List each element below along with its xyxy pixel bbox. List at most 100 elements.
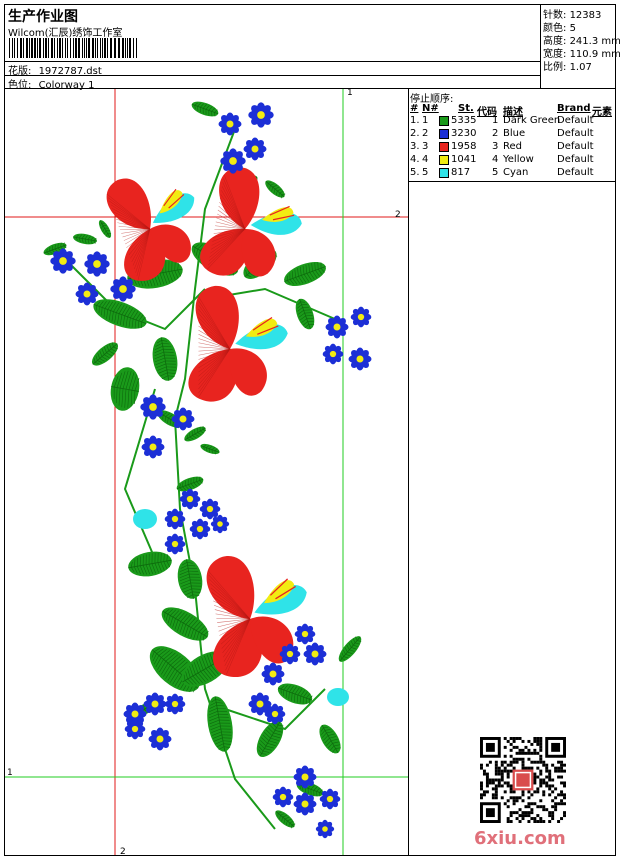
qr-module <box>482 769 486 773</box>
qr-module <box>530 742 534 746</box>
leaf-vein <box>174 261 176 271</box>
blue-flower <box>141 435 165 459</box>
qr-module <box>480 763 483 767</box>
leaf-vein <box>90 239 93 245</box>
leaf-vein <box>183 674 186 681</box>
leaf-vein <box>302 265 305 275</box>
leaf-vein <box>155 342 163 347</box>
qr-module <box>563 796 566 800</box>
stitch-line <box>223 618 251 658</box>
barcode-bar <box>54 38 55 58</box>
leaf-vein <box>110 302 116 311</box>
stat-height: 高度: 241.3 mm <box>543 36 620 47</box>
leaf-vein <box>195 674 203 684</box>
qr-module <box>497 778 501 782</box>
leaf-vein <box>260 740 267 747</box>
leaf-vein <box>198 625 205 633</box>
leaf-vein <box>283 818 286 824</box>
stitch-line <box>211 228 246 246</box>
leaf-vein <box>262 734 270 741</box>
qr-module <box>560 781 564 785</box>
leaf-vein <box>161 375 169 380</box>
leaf-vein <box>174 674 183 687</box>
barcode-bar <box>95 38 96 58</box>
leaf-vein <box>186 435 188 439</box>
qr-module <box>524 811 528 815</box>
colorway: 色位: Colorway 1 <box>8 76 94 91</box>
leaf-vein <box>217 710 227 712</box>
red-flower-top-right <box>200 167 302 277</box>
leaf-vein <box>118 388 121 406</box>
leaf-vein <box>180 564 188 569</box>
qr-module <box>536 751 540 755</box>
leaf-midrib <box>296 783 324 795</box>
stitch-line <box>198 348 231 356</box>
leaf-vein <box>101 348 105 355</box>
barcode-bar <box>136 38 137 58</box>
leaf-vein <box>288 822 290 828</box>
leaf-vein <box>177 661 188 672</box>
leaf-vein <box>190 579 201 581</box>
qr-module <box>554 796 558 800</box>
guide-label-red-bottom: 2 <box>120 847 126 857</box>
stitch-line <box>217 209 246 230</box>
leaf-vein <box>218 713 229 715</box>
stitch-line <box>220 194 246 230</box>
leaf-vein <box>291 824 293 829</box>
leaf <box>265 180 286 199</box>
leaf-vein <box>291 823 296 826</box>
stitch-line <box>215 221 246 230</box>
stitch-line <box>123 228 151 241</box>
leaf-vein <box>96 305 98 311</box>
qr-module <box>506 775 510 779</box>
stat-stitches: 针数: 12383 <box>543 10 602 21</box>
stitch-line <box>214 228 246 230</box>
leaf-vein <box>113 302 119 312</box>
leaf-vein <box>125 316 128 327</box>
leaf-vein <box>189 666 194 677</box>
stat-colors: 颜色: 5 <box>543 23 576 34</box>
leaf-vein <box>46 248 48 253</box>
leaf-vein <box>156 648 164 654</box>
qr-module <box>509 796 513 800</box>
qr-module <box>509 742 513 746</box>
qr-module <box>530 760 534 764</box>
qr-module <box>494 763 498 767</box>
stitch-line <box>198 348 231 390</box>
leaf-vein <box>301 318 307 324</box>
leaf-vein <box>151 563 156 574</box>
leaf <box>319 724 341 754</box>
qr-module <box>533 739 537 743</box>
leaf-vein <box>192 594 200 596</box>
qr-module <box>503 781 507 785</box>
qr-module <box>527 748 531 752</box>
qr-module <box>533 772 537 776</box>
qr-module <box>506 763 510 767</box>
qr-module <box>482 793 486 797</box>
leaf-vein <box>302 697 304 705</box>
leaf-vein <box>106 309 109 319</box>
qr-module <box>539 754 543 758</box>
leaf-vein <box>190 483 195 488</box>
barcode-bar <box>34 38 36 58</box>
leaf-vein <box>344 647 348 653</box>
leaf-vein <box>355 642 360 645</box>
blue-flower <box>348 347 372 371</box>
leaf-vein <box>280 685 285 690</box>
qr-module <box>560 769 564 773</box>
embroidery-design <box>5 89 408 855</box>
leaf-vein <box>279 191 284 194</box>
leaf-vein <box>197 672 206 682</box>
stitch-line <box>198 348 231 352</box>
stitch-line <box>198 338 231 350</box>
leaf-vein <box>63 242 65 247</box>
leaf-vein <box>270 737 279 741</box>
leaf-vein <box>213 737 223 742</box>
leaf-vein <box>157 659 164 670</box>
legend-stitches: 817 <box>451 167 471 178</box>
leaf-vein <box>199 476 201 481</box>
leaf-vein <box>262 750 270 753</box>
stitch-line <box>113 211 151 230</box>
leaf-vein <box>193 482 198 487</box>
stitch-line <box>106 193 151 230</box>
